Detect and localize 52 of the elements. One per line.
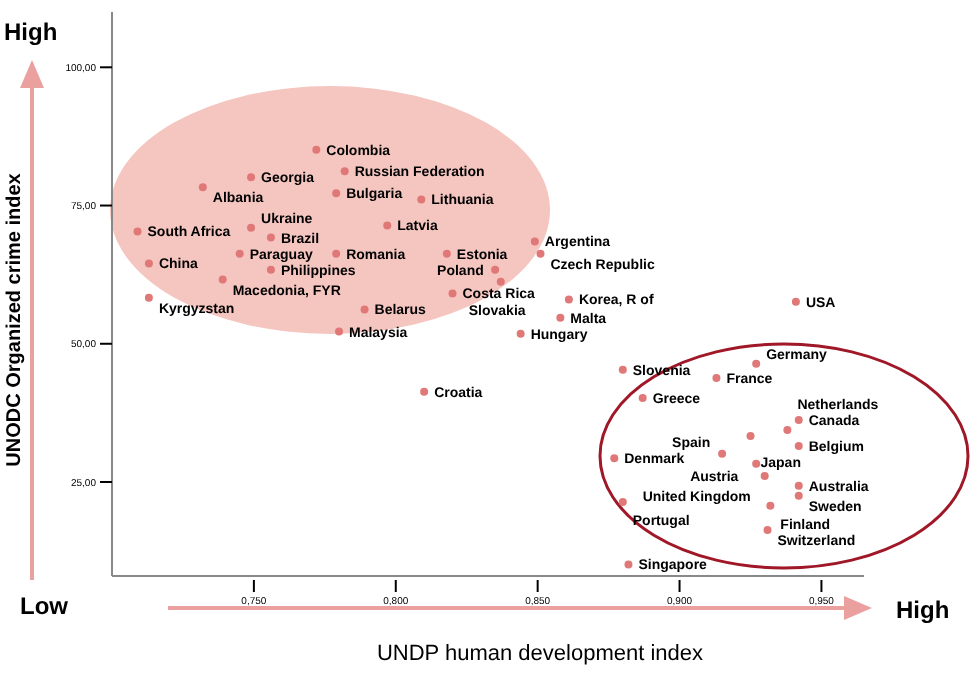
point <box>783 426 792 435</box>
point <box>638 393 647 402</box>
point <box>247 223 256 232</box>
point <box>794 491 803 500</box>
point <box>491 265 500 274</box>
point <box>746 432 755 441</box>
point <box>760 471 769 480</box>
point <box>766 501 775 510</box>
point <box>556 313 565 322</box>
point <box>266 265 275 274</box>
point <box>610 454 619 463</box>
point <box>718 449 727 458</box>
point <box>496 277 505 286</box>
point <box>564 295 573 304</box>
point <box>420 387 429 396</box>
point <box>383 221 392 230</box>
point <box>752 359 761 368</box>
point <box>335 327 344 336</box>
point <box>133 227 142 236</box>
point <box>618 365 627 374</box>
text: High <box>4 18 58 46</box>
point <box>218 275 227 284</box>
point <box>144 259 153 268</box>
point <box>247 173 256 182</box>
point <box>144 293 153 302</box>
point <box>516 329 525 338</box>
point <box>448 289 457 298</box>
point <box>794 481 803 490</box>
point <box>752 459 761 468</box>
point <box>791 297 800 306</box>
y-axis-title: UNODC Organized crime index <box>4 172 26 467</box>
x-axis-title: UNDP human development index <box>376 642 705 666</box>
point <box>763 526 772 535</box>
point <box>332 249 341 258</box>
point <box>712 374 721 383</box>
point <box>530 237 539 246</box>
point <box>417 195 426 204</box>
point <box>266 233 275 242</box>
point <box>360 305 369 314</box>
point <box>442 249 451 258</box>
text: High <box>896 596 950 624</box>
point <box>794 442 803 451</box>
text: Low <box>20 592 70 620</box>
point <box>312 145 321 154</box>
point <box>332 189 341 198</box>
point <box>198 183 207 192</box>
point <box>618 497 627 506</box>
point <box>235 249 244 258</box>
point <box>340 167 349 176</box>
point <box>794 416 803 425</box>
point <box>624 560 633 569</box>
point <box>536 249 545 258</box>
